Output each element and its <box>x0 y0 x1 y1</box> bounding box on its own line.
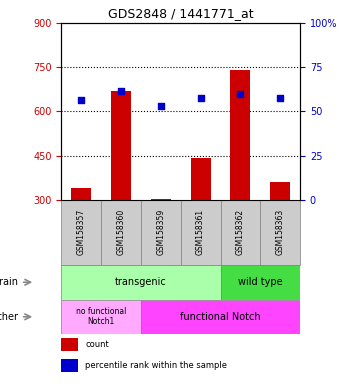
Bar <box>111 91 131 200</box>
Bar <box>71 188 91 200</box>
Bar <box>101 200 141 265</box>
Bar <box>270 182 290 200</box>
Point <box>158 103 164 109</box>
Text: no functional
Notch1: no functional Notch1 <box>76 307 127 326</box>
Bar <box>61 265 221 300</box>
Bar <box>221 265 300 300</box>
Bar <box>151 199 171 200</box>
Text: GSM158359: GSM158359 <box>156 209 165 255</box>
Text: other: other <box>0 312 18 322</box>
Point <box>198 95 203 101</box>
Text: GSM158362: GSM158362 <box>236 209 245 255</box>
Bar <box>141 200 181 265</box>
Text: GSM158360: GSM158360 <box>117 209 125 255</box>
Title: GDS2848 / 1441771_at: GDS2848 / 1441771_at <box>108 7 254 20</box>
Point <box>238 91 243 97</box>
Bar <box>141 300 300 334</box>
Text: GSM158361: GSM158361 <box>196 209 205 255</box>
Text: count: count <box>85 340 109 349</box>
Bar <box>61 300 141 334</box>
Point <box>118 88 124 94</box>
Bar <box>221 200 260 265</box>
Bar <box>61 338 78 351</box>
Text: strain: strain <box>0 277 18 287</box>
Bar <box>260 200 300 265</box>
Bar <box>191 159 210 200</box>
Point <box>278 95 283 101</box>
Text: functional Notch: functional Notch <box>180 312 261 322</box>
Text: wild type: wild type <box>238 277 283 287</box>
Bar <box>61 200 101 265</box>
Text: percentile rank within the sample: percentile rank within the sample <box>85 361 227 370</box>
Text: transgenic: transgenic <box>115 277 167 287</box>
Text: GSM158363: GSM158363 <box>276 209 285 255</box>
Bar <box>61 359 78 372</box>
Bar <box>181 200 221 265</box>
Bar <box>231 70 250 200</box>
Text: GSM158357: GSM158357 <box>77 209 86 255</box>
Point <box>78 98 84 104</box>
